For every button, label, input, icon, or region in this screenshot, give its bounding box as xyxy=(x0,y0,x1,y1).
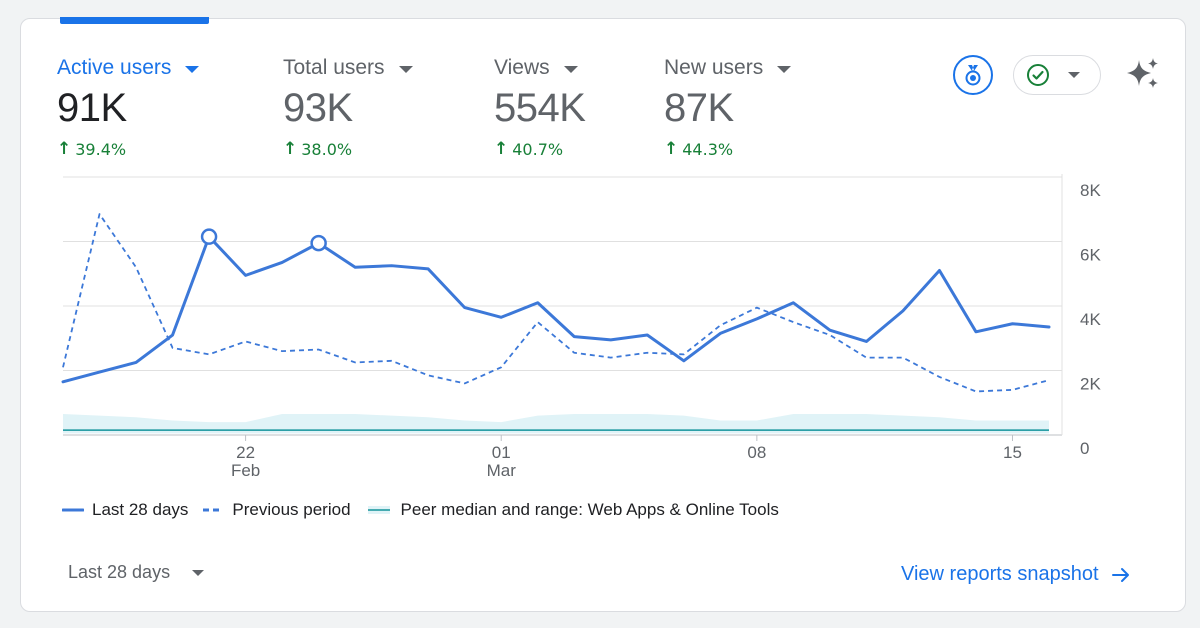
check-circle-icon xyxy=(1027,64,1049,86)
chart-legend: Last 28 days Previous period Peer median… xyxy=(62,500,793,520)
dropdown-caret-icon[interactable] xyxy=(777,65,792,73)
metric-label: Active users xyxy=(57,56,172,79)
legend-item-current[interactable]: Last 28 days xyxy=(62,500,188,520)
legend-label: Last 28 days xyxy=(92,500,189,519)
active-tab-indicator xyxy=(60,17,209,24)
metric-label: New users xyxy=(664,56,764,79)
arrow-up-icon: ↑ xyxy=(283,139,298,159)
legend-label: Peer median and range: Web Apps & Online… xyxy=(400,500,779,519)
date-range-dropdown[interactable]: Last 28 days xyxy=(68,562,205,583)
medal-icon xyxy=(965,65,981,86)
arrow-up-icon: ↑ xyxy=(494,139,509,159)
metric-value: 91K xyxy=(57,86,127,130)
overview-card xyxy=(20,18,1186,612)
dropdown-caret-icon[interactable] xyxy=(398,65,413,73)
metric-tab-new-users[interactable]: New users 87K ↑ 44.3% xyxy=(664,56,792,159)
x-tick-sublabel: Feb xyxy=(231,461,260,480)
chevron-down-icon xyxy=(1068,72,1080,78)
metric-value: 93K xyxy=(283,86,353,130)
arrow-up-icon: ↑ xyxy=(664,139,679,159)
y-tick-label: 4K xyxy=(1080,310,1101,329)
x-tick-sublabel: Mar xyxy=(487,461,517,480)
metric-label: Views xyxy=(494,56,550,79)
benchmark-button[interactable] xyxy=(953,55,993,95)
metric-value: 554K xyxy=(494,86,586,130)
annotation-marker xyxy=(200,228,218,245)
x-tick-label: 15 xyxy=(1003,443,1022,462)
peer-range-band xyxy=(63,414,1049,434)
metric-tab-views[interactable]: Views 554K ↑ 40.7% xyxy=(494,56,586,159)
y-tick-label: 2K xyxy=(1080,375,1101,394)
metric-change: 38.0% xyxy=(301,139,353,159)
dropdown-caret-icon[interactable] xyxy=(563,65,578,73)
status-dropdown-button[interactable] xyxy=(1013,55,1101,95)
metric-tab-active-users[interactable]: Active users 91K ↑ 39.4% xyxy=(57,56,200,159)
metric-label: Total users xyxy=(283,56,385,79)
x-tick-label: 01 xyxy=(492,443,511,462)
metric-tab-total-users[interactable]: Total users 93K ↑ 38.0% xyxy=(283,56,413,159)
view-reports-snapshot-link[interactable]: View reports snapshot xyxy=(901,563,1131,586)
last-28-days-line xyxy=(61,235,1051,384)
y-tick-label: 6K xyxy=(1080,246,1101,265)
metric-change: 39.4% xyxy=(75,139,127,159)
date-range-label: Last 28 days xyxy=(68,562,171,582)
legend-item-peer[interactable]: Peer median and range: Web Apps & Online… xyxy=(365,500,779,520)
solid-line-swatch xyxy=(62,508,84,512)
x-tick-label: 08 xyxy=(747,443,766,462)
metric-value: 87K xyxy=(664,86,734,130)
annotation-marker xyxy=(310,234,327,252)
legend-label: Previous period xyxy=(232,500,351,519)
arrow-right-icon xyxy=(1111,567,1129,582)
band-swatch xyxy=(367,506,390,514)
snapshot-link-label: View reports snapshot xyxy=(901,563,1099,585)
dashed-line-swatch xyxy=(203,508,224,512)
sparkle-icon[interactable] xyxy=(1125,56,1161,92)
metric-change: 44.3% xyxy=(682,139,734,159)
arrow-up-icon: ↑ xyxy=(57,139,72,159)
x-tick-label: 22 xyxy=(236,443,255,462)
chevron-down-icon xyxy=(192,569,205,576)
legend-item-previous[interactable]: Previous period xyxy=(202,500,351,520)
dropdown-caret-icon[interactable] xyxy=(185,65,200,73)
metric-change: 40.7% xyxy=(512,139,564,159)
y-tick-label: 0 xyxy=(1080,439,1089,458)
y-tick-label: 8K xyxy=(1080,181,1101,200)
